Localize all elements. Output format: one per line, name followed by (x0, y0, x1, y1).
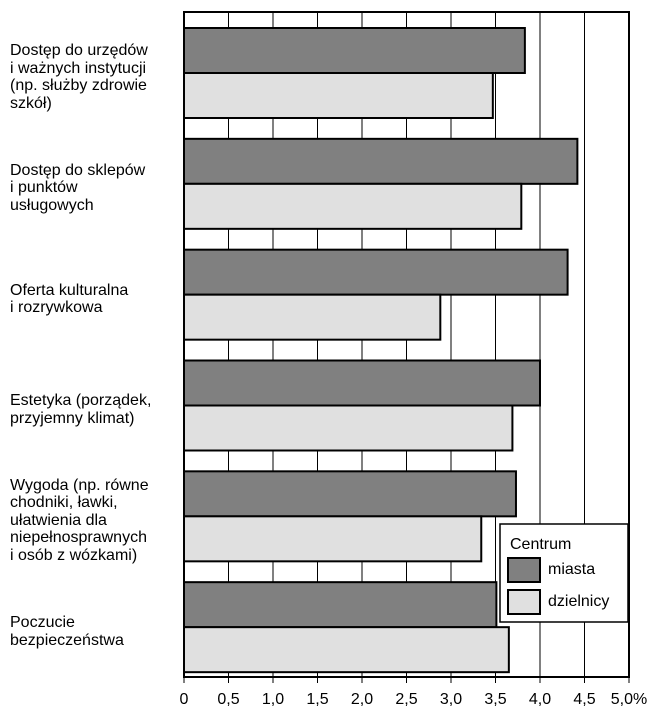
bar (183, 182, 523, 230)
x-tick-label: 0,5 (217, 691, 239, 708)
bar (183, 581, 498, 629)
plot-frame (183, 11, 630, 678)
x-tick-label: 5,0% (611, 691, 647, 708)
x-tick-label: 4,5 (573, 691, 595, 708)
legend-swatch (507, 557, 541, 583)
bar (183, 626, 510, 674)
category-label: Poczucie bezpieczeństwa (10, 614, 124, 649)
bar (183, 72, 494, 119)
x-tick-label: 0 (180, 691, 189, 708)
bar (183, 27, 526, 74)
x-tick-label: 3,5 (484, 691, 506, 708)
category-label: Wygoda (np. równe chodniki, ławki, ułatw… (10, 476, 149, 564)
bar (183, 248, 569, 296)
bar (183, 470, 517, 518)
legend-swatch (507, 589, 541, 615)
bar (183, 137, 579, 185)
bar (183, 359, 541, 407)
category-label: Dostęp do sklepów i punktów usługowych (10, 161, 146, 214)
legend-label: miasta (548, 561, 595, 578)
legend-label: dzielnicy (548, 593, 609, 610)
x-tick-label: 2,5 (395, 691, 417, 708)
x-tick-label: 1,0 (262, 691, 284, 708)
category-label: Dostęp do urzędów i ważnych instytucji (… (10, 42, 148, 112)
category-label: Oferta kulturalna i rozrywkowa (10, 281, 129, 317)
bar (183, 404, 514, 452)
legend-title: Centrum (510, 536, 571, 553)
x-tick-label: 2,0 (351, 691, 373, 708)
x-tick-label: 1,5 (306, 691, 328, 708)
bar (183, 293, 442, 341)
x-tick-label: 3,0 (440, 691, 462, 708)
category-label: Estetyka (porządek, przyjemny klimat) (10, 392, 152, 427)
x-tick-label: 4,0 (529, 691, 551, 708)
bar (183, 515, 483, 563)
